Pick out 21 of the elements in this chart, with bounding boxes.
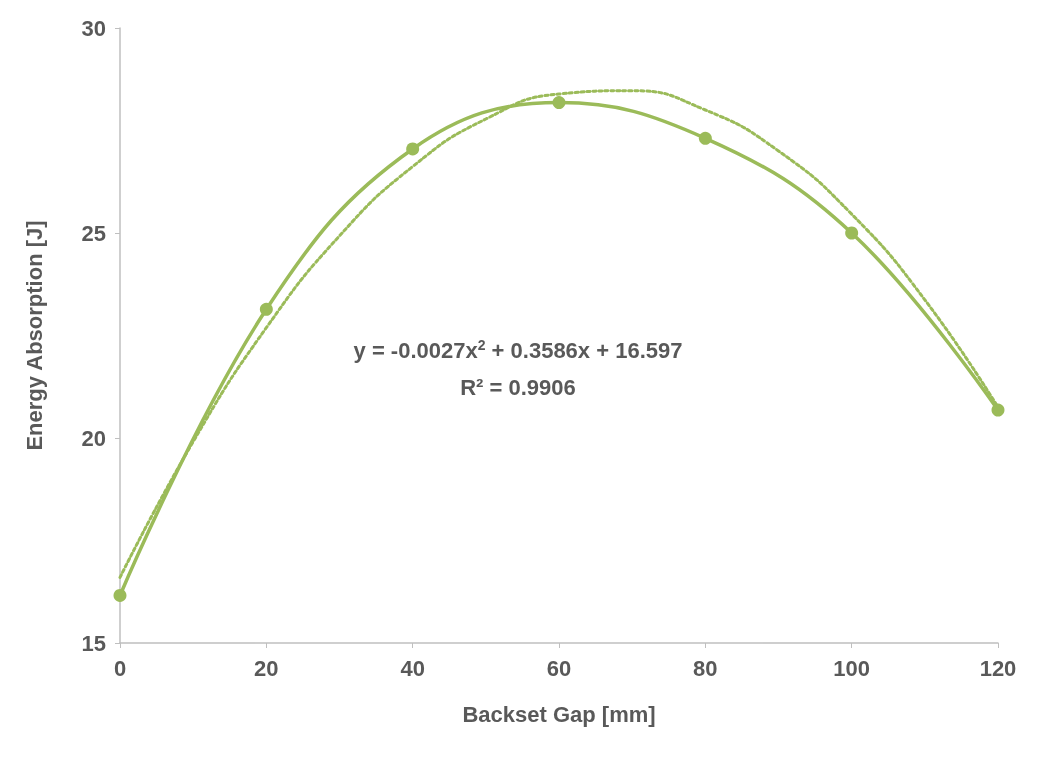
x-tick-label: 20 bbox=[254, 655, 279, 681]
y-tick-label: 15 bbox=[81, 630, 106, 656]
point bbox=[552, 96, 566, 110]
point bbox=[259, 302, 273, 316]
x-tick-label: 0 bbox=[113, 655, 127, 681]
x-tick-label: 60 bbox=[546, 655, 572, 681]
y-tick-label: 20 bbox=[81, 425, 106, 451]
x-tick-label: 40 bbox=[400, 655, 425, 681]
x-tick-label: 120 bbox=[979, 655, 1017, 681]
point bbox=[845, 226, 859, 240]
annotation: R² = 0.9906 bbox=[460, 374, 576, 400]
x-axis-title: Backset Gap [mm] bbox=[462, 701, 656, 727]
point bbox=[991, 403, 1005, 417]
point bbox=[113, 588, 127, 602]
point bbox=[698, 131, 712, 145]
y-tick-label: 30 bbox=[81, 15, 106, 41]
point bbox=[406, 142, 420, 156]
x-tick-label: 100 bbox=[833, 655, 871, 681]
x-tick-label: 80 bbox=[693, 655, 718, 681]
y-tick-label: 25 bbox=[81, 220, 106, 246]
y-axis-title: Energy Absorption [J] bbox=[21, 220, 47, 451]
